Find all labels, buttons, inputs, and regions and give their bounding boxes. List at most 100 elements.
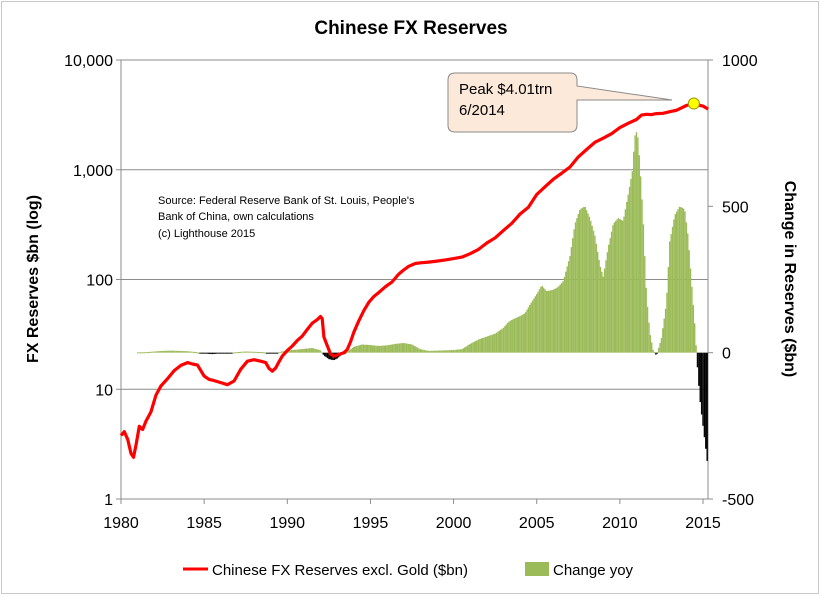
change-bar [518,316,520,353]
change-bar [329,352,331,360]
change-bar [181,351,183,353]
change-bar [260,352,262,354]
change-bar [505,324,507,353]
source-note-line-2: Bank of China, own calculations [158,211,314,223]
change-bar [540,286,542,353]
change-bar [404,343,406,353]
change-bar [454,349,456,353]
change-bar [527,307,530,353]
change-bar [678,206,681,353]
change-bar [364,344,366,353]
change-bar [530,302,532,353]
change-bar [383,345,385,353]
change-bar [432,350,434,353]
change-bar [251,351,254,353]
change-bar [182,351,185,353]
change-bar [681,207,683,353]
change-bar [612,225,614,353]
change-bar [426,350,428,353]
change-bar [146,352,149,354]
x-tick-label: 1990 [269,515,305,532]
change-bar [418,348,420,353]
change-bar [515,317,517,353]
change-bar [655,352,657,355]
change-bar [645,287,647,353]
change-bar [637,137,639,353]
change-bar [208,352,211,354]
change-bar [675,211,678,353]
change-bar [156,351,158,353]
change-bar [486,336,488,353]
change-bar [402,343,405,353]
change-bar [328,352,330,360]
change-bar [379,345,381,353]
change-bar [606,252,609,353]
change-bar [371,345,373,353]
change-bar [459,349,462,353]
change-bar [616,219,618,353]
change-bar [572,238,574,353]
change-bar [353,346,355,353]
change-bar [447,350,449,353]
callout-line-1: Peak $4.01trn [459,81,552,98]
change-bar [224,352,226,354]
change-bar [307,348,309,353]
right-axis-label: Change in Reserves ($bn) [781,181,798,378]
left-tick-label: 10 [95,382,113,399]
change-bar [578,210,581,353]
change-bar [253,351,255,353]
change-bar [202,352,204,354]
change-bar [569,256,571,353]
change-bar [468,344,470,353]
change-bar [292,349,294,353]
change-bar [293,349,295,353]
change-bar [663,318,665,353]
change-bar [670,234,672,353]
change-bar [603,268,606,353]
change-bar [136,352,139,354]
change-bar [318,349,320,353]
left-tick-label: 1 [104,492,113,509]
change-bar [436,350,438,353]
change-bar [541,286,543,353]
change-bar [215,352,218,354]
change-bar [534,296,537,353]
change-bar [461,349,463,353]
change-bar [542,287,545,353]
change-bar [232,352,234,354]
change-bar [269,352,272,354]
change-bar [265,352,268,354]
change-bar [610,231,613,353]
change-bar [680,206,682,353]
change-bar [376,345,379,353]
change-bar [355,346,358,353]
change-bar [434,350,437,353]
change-bar [220,352,222,354]
change-bar [166,350,168,353]
change-bar [490,335,492,353]
change-bar [659,342,661,353]
change-bar [319,350,322,353]
callout-bubble [447,72,673,133]
change-bar [378,345,380,353]
change-bar [179,350,182,353]
change-bar [163,350,165,353]
change-bar [483,337,485,353]
change-bar [592,230,595,353]
change-bar [565,271,567,353]
change-bar [400,343,402,353]
change-bar [691,286,693,353]
change-bar [387,345,390,353]
change-bar [321,352,323,354]
change-bar [250,351,252,353]
chart-title: Chinese FX Reserves [314,18,507,39]
x-tick-label: 1980 [103,515,139,532]
change-bar [634,135,636,353]
change-bar [314,348,316,353]
change-bar [558,286,560,353]
change-bar [393,344,395,353]
change-bar [138,352,140,354]
change-bar [174,350,176,353]
change-bar [699,352,701,403]
